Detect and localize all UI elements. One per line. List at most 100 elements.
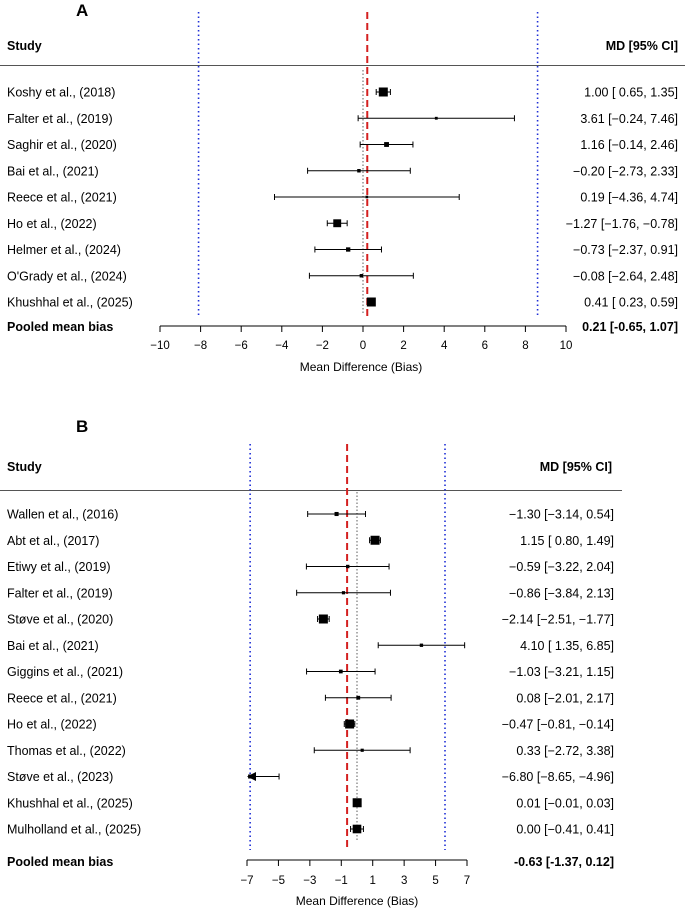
x-tick-label: 1 <box>370 875 376 887</box>
point-estimate <box>334 511 339 517</box>
study-md-ci: −0.20 [−2.73, 2.33] <box>573 164 678 178</box>
study-md-ci: 1.15 [ 0.80, 1.49] <box>520 534 614 548</box>
study-md-ci: 4.10 [ 1.35, 6.85] <box>520 639 614 653</box>
study-column-header: Study <box>7 39 42 53</box>
point-estimate <box>365 195 369 199</box>
study-name: Saghir et al., (2020) <box>7 138 117 152</box>
study-md-ci: −0.59 [−3.22, 2.04] <box>509 560 614 574</box>
study-name: Falter et al., (2019) <box>7 112 113 126</box>
point-estimate <box>357 169 361 173</box>
study-md-ci: 0.00 [−0.41, 0.41] <box>516 823 614 837</box>
study-name: Ho et al., (2022) <box>7 217 97 231</box>
study-md-ci: 0.33 [−2.72, 3.38] <box>516 744 614 758</box>
study-md-ci: −1.27 [−1.76, −0.78] <box>566 217 678 231</box>
study-md-ci: −0.73 [−2.37, 0.91] <box>573 243 678 257</box>
panel-b: B Study MD [95% CI] Wallen et al., (2016… <box>0 417 622 908</box>
study-name: Ho et al., (2022) <box>7 718 97 732</box>
point-estimate <box>378 87 388 97</box>
study-name: Etiwy et al., (2019) <box>7 560 111 574</box>
point-estimate <box>359 274 364 278</box>
study-md-ci: 0.41 [ 0.23, 0.59] <box>584 296 678 310</box>
x-tick-label: −3 <box>303 875 316 887</box>
study-name: Abt et al., (2017) <box>7 534 99 548</box>
x-tick-label: −2 <box>316 340 329 352</box>
panel-label: B <box>76 417 88 436</box>
study-name: Thomas et al., (2022) <box>7 744 126 758</box>
study-md-ci: −1.30 [−3.14, 0.54] <box>509 508 614 522</box>
pooled-label: Pooled mean bias <box>7 320 113 334</box>
point-estimate <box>346 564 350 569</box>
x-tick-label: 6 <box>482 340 488 352</box>
x-tick-label: −8 <box>194 340 207 352</box>
md-column-header: MD [95% CI] <box>606 39 678 53</box>
x-tick-label: −1 <box>335 875 348 887</box>
study-md-ci: 3.61 [−0.24, 7.46] <box>580 112 678 126</box>
x-tick-label: −4 <box>275 340 289 352</box>
panel-label: A <box>76 1 88 20</box>
point-estimate <box>318 614 328 624</box>
x-tick-label: 7 <box>464 875 470 887</box>
point-estimate <box>356 695 361 700</box>
x-tick-label: −10 <box>150 340 170 352</box>
study-name: Khushhal et al., (2025) <box>7 296 133 310</box>
point-estimate <box>346 247 351 252</box>
study-name: Reece et al., (2021) <box>7 191 117 205</box>
study-name: Mulholland et al., (2025) <box>7 823 141 837</box>
point-estimate <box>434 116 438 120</box>
study-name: Reece et al., (2021) <box>7 691 117 705</box>
study-name: Giggins et al., (2021) <box>7 665 123 679</box>
study-md-ci: 0.19 [−4.36, 4.74] <box>580 191 678 205</box>
md-column-header: MD [95% CI] <box>540 460 612 474</box>
x-tick-label: 10 <box>560 340 573 352</box>
point-estimate <box>333 219 342 228</box>
x-tick-label: 3 <box>401 875 407 887</box>
point-estimate <box>370 535 380 545</box>
study-name: O'Grady et al., (2024) <box>7 269 127 283</box>
point-estimate <box>366 297 376 307</box>
point-estimate <box>419 643 424 647</box>
point-estimate <box>341 591 346 595</box>
x-axis-label: Mean Difference (Bias) <box>300 360 423 374</box>
study-md-ci: 1.16 [−0.14, 2.46] <box>580 138 678 152</box>
study-name: Falter et al., (2019) <box>7 586 113 600</box>
pooled-value: -0.63 [-1.37, 0.12] <box>514 855 614 869</box>
study-name: Koshy et al., (2018) <box>7 86 115 100</box>
x-tick-label: 0 <box>360 340 366 352</box>
study-md-ci: −0.08 [−2.64, 2.48] <box>573 269 678 283</box>
study-md-ci: −1.03 [−3.21, 1.15] <box>509 665 614 679</box>
study-md-ci: −2.14 [−2.51, −1.77] <box>502 613 614 627</box>
x-tick-label: −5 <box>272 875 285 887</box>
study-name: Helmer et al., (2024) <box>7 243 121 257</box>
study-md-ci: 0.08 [−2.01, 2.17] <box>516 691 614 705</box>
study-md-ci: −0.47 [−0.81, −0.14] <box>502 718 614 732</box>
study-md-ci: −0.86 [−3.84, 2.13] <box>509 586 614 600</box>
study-column-header: Study <box>7 460 42 474</box>
point-estimate <box>352 798 362 808</box>
study-md-ci: 1.00 [ 0.65, 1.35] <box>584 86 678 100</box>
x-tick-label: 2 <box>400 340 406 352</box>
study-name: Støve et al., (2020) <box>7 613 113 627</box>
x-tick-label: 4 <box>441 340 448 352</box>
point-estimate <box>248 774 253 779</box>
point-estimate <box>352 824 362 834</box>
study-name: Støve et al., (2023) <box>7 770 113 784</box>
x-tick-label: 5 <box>432 875 438 887</box>
study-name: Bai et al., (2021) <box>7 639 99 653</box>
study-md-ci: −6.80 [−8.65, −4.96] <box>502 770 614 784</box>
pooled-value: 0.21 [-0.65, 1.07] <box>582 320 678 334</box>
plot-area: Koshy et al., (2018) 1.00 [ 0.65, 1.35] Fa… <box>7 12 678 352</box>
point-estimate <box>360 748 364 752</box>
point-estimate <box>345 719 355 729</box>
study-name: Wallen et al., (2016) <box>7 508 118 522</box>
study-name: Khushhal et al., (2025) <box>7 796 133 810</box>
point-estimate <box>338 669 343 674</box>
panel-a: A Study MD [95% CI] Koshy et al., (2018)… <box>0 1 685 374</box>
x-axis-label: Mean Difference (Bias) <box>296 894 419 908</box>
study-md-ci: 0.01 [−0.01, 0.03] <box>516 796 614 810</box>
study-name: Bai et al., (2021) <box>7 164 99 178</box>
pooled-label: Pooled mean bias <box>7 855 113 869</box>
x-tick-label: 8 <box>522 340 528 352</box>
point-estimate <box>384 142 389 147</box>
plot-area: Wallen et al., (2016) −1.30 [−3.14, 0.54]… <box>7 444 614 887</box>
